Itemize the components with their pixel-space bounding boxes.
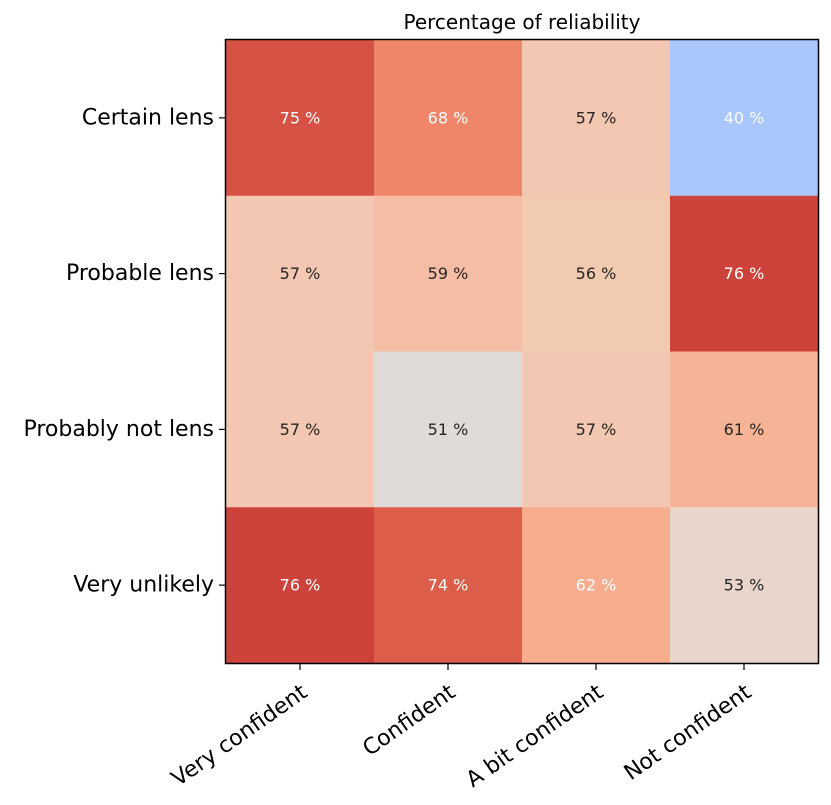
heatmap-cell [522,40,671,197]
cell-value-label: 68 % [428,108,469,127]
heatmap-cell [226,195,375,352]
cell-value-label: 74 % [428,576,469,595]
cell-value-label: 51 % [428,420,469,439]
heatmap-cell [670,195,819,352]
x-tick-label: Not confident [620,680,757,786]
cell-value-label: 40 % [724,108,765,127]
heatmap-cell [374,195,523,352]
y-axis: Certain lens Probable lens Probably not le… [23,105,226,598]
heatmap-cells [226,40,819,664]
y-tick-label: Probably not lens [23,417,214,442]
x-tick-label: Confident [358,680,460,762]
heatmap-cell [374,507,523,664]
heatmap-cell [522,195,671,352]
cell-value-label: 76 % [280,576,321,595]
heatmap-cell [670,351,819,508]
heatmap-cell-labels: 75 % 68 % 57 % 40 % 57 % 59 % 56 % 76 % 57 % 51 %… [280,108,765,594]
heatmap-cell [522,507,671,664]
heatmap-cell [374,351,523,508]
plot-frame [224,38,820,665]
heatmap-cell [522,351,671,508]
cell-value-label: 57 % [280,420,321,439]
y-tick-label: Certain lens [82,105,214,130]
heatmap-cell [670,507,819,664]
heatmap-cell [226,351,375,508]
y-tick-label: Probable lens [66,261,214,286]
cell-value-label: 75 % [280,108,321,127]
cell-value-label: 57 % [576,108,617,127]
x-tick-label: A bit confident [462,680,609,793]
heatmap-cell [670,40,819,197]
heatmap-cell [226,507,375,664]
cell-value-label: 56 % [576,264,617,283]
chart-title: Percentage of reliability [403,10,640,34]
cell-value-label: 53 % [724,576,765,595]
x-axis: Very confident Confident A bit confident No… [167,663,756,793]
y-tick-label: Very unlikely [73,573,214,598]
heatmap-cell [226,40,375,197]
heatmap-cell [374,40,523,197]
cell-value-label: 61 % [724,420,765,439]
x-tick-label: Very confident [167,680,312,792]
cell-value-label: 57 % [280,264,321,283]
cell-value-label: 59 % [428,264,469,283]
cell-value-label: 76 % [724,264,765,283]
cell-value-label: 62 % [576,576,617,595]
cell-value-label: 57 % [576,420,617,439]
